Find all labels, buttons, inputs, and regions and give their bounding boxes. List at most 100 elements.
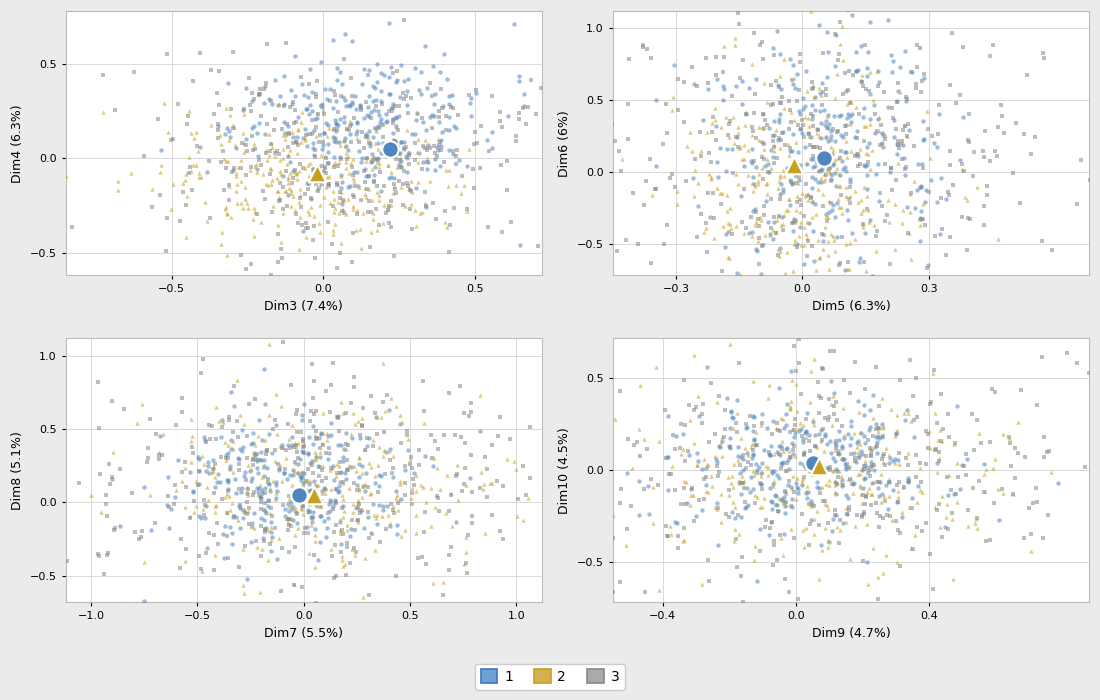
Point bbox=[332, 538, 350, 550]
Point bbox=[803, 498, 821, 509]
Point bbox=[770, 132, 788, 144]
Point bbox=[436, 156, 453, 167]
Point bbox=[782, 500, 800, 512]
Point bbox=[883, 184, 901, 195]
Point bbox=[930, 447, 947, 458]
Point bbox=[1068, 358, 1086, 369]
Point bbox=[314, 475, 331, 486]
Point bbox=[768, 214, 785, 225]
Point bbox=[338, 570, 355, 581]
Point bbox=[631, 450, 649, 461]
Point bbox=[233, 137, 251, 148]
Point bbox=[736, 502, 754, 513]
Point bbox=[911, 183, 928, 194]
Point bbox=[800, 195, 817, 206]
Point bbox=[295, 436, 312, 447]
Point bbox=[361, 458, 378, 469]
Point bbox=[776, 103, 793, 114]
Point bbox=[349, 118, 366, 129]
Point bbox=[338, 208, 355, 219]
Point bbox=[158, 213, 176, 224]
Point bbox=[808, 465, 826, 476]
Point bbox=[278, 159, 296, 170]
Point bbox=[983, 39, 1001, 50]
Point bbox=[314, 102, 331, 113]
Point bbox=[350, 182, 367, 193]
Point bbox=[260, 338, 277, 349]
Point bbox=[880, 490, 898, 501]
Point bbox=[771, 193, 789, 204]
Point bbox=[446, 429, 463, 440]
Point bbox=[728, 132, 746, 143]
Point bbox=[331, 139, 349, 150]
Point bbox=[358, 129, 375, 140]
Point bbox=[854, 482, 871, 493]
Point bbox=[293, 472, 310, 483]
Point bbox=[398, 99, 416, 111]
Point bbox=[356, 467, 374, 478]
Point bbox=[172, 533, 189, 544]
Point bbox=[920, 426, 937, 437]
Point bbox=[795, 472, 813, 483]
Point bbox=[360, 125, 377, 136]
Point bbox=[876, 459, 893, 470]
Point bbox=[359, 433, 376, 444]
Point bbox=[356, 130, 374, 141]
Point bbox=[988, 150, 1005, 162]
Point bbox=[387, 486, 405, 497]
Point bbox=[284, 431, 301, 442]
Point bbox=[788, 204, 805, 216]
Point bbox=[959, 504, 977, 515]
Point bbox=[262, 538, 279, 550]
Point bbox=[747, 88, 764, 99]
Point bbox=[414, 113, 431, 124]
Point bbox=[331, 527, 349, 538]
Point bbox=[804, 79, 822, 90]
Point bbox=[698, 458, 716, 469]
Point bbox=[836, 458, 854, 470]
Point bbox=[366, 477, 384, 489]
Point bbox=[300, 178, 318, 190]
Point bbox=[315, 139, 332, 150]
Point bbox=[679, 141, 696, 152]
Point bbox=[265, 125, 283, 136]
Point bbox=[262, 145, 279, 156]
Point bbox=[880, 15, 898, 26]
Point bbox=[381, 405, 398, 416]
Point bbox=[338, 465, 355, 476]
Point bbox=[842, 387, 859, 398]
Point bbox=[764, 158, 782, 169]
Point bbox=[192, 172, 210, 183]
Point bbox=[270, 532, 287, 543]
Point bbox=[280, 127, 298, 139]
Point bbox=[207, 401, 224, 412]
Point bbox=[377, 447, 395, 458]
Point bbox=[305, 220, 322, 232]
Point bbox=[891, 561, 909, 572]
Point bbox=[784, 449, 802, 460]
Point bbox=[690, 286, 707, 297]
Point bbox=[814, 228, 832, 239]
Point bbox=[903, 66, 921, 78]
Point bbox=[815, 168, 833, 179]
Point bbox=[896, 163, 914, 174]
Point bbox=[794, 103, 812, 114]
Point bbox=[442, 488, 460, 499]
Y-axis label: Dim4 (6.3%): Dim4 (6.3%) bbox=[11, 104, 24, 183]
Point bbox=[266, 147, 284, 158]
Point bbox=[748, 468, 766, 479]
Point bbox=[403, 128, 420, 139]
Point bbox=[363, 155, 381, 167]
Point bbox=[368, 510, 386, 521]
Point bbox=[763, 517, 781, 528]
Point bbox=[705, 112, 723, 123]
Point bbox=[493, 121, 510, 132]
Point bbox=[750, 121, 768, 132]
Point bbox=[645, 517, 662, 528]
Point bbox=[639, 481, 657, 492]
Point bbox=[864, 460, 881, 471]
Point bbox=[228, 415, 245, 426]
Point bbox=[348, 125, 365, 136]
Point bbox=[770, 176, 788, 187]
Point bbox=[917, 106, 935, 117]
